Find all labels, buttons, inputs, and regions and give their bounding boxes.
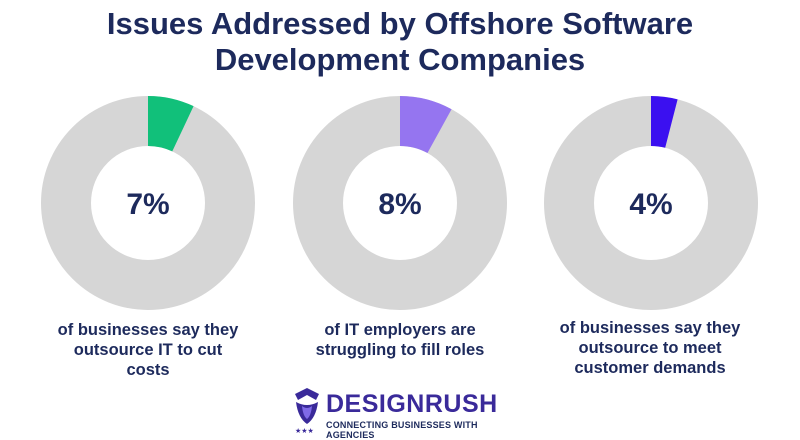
caption-3-line-2: outsource to meet <box>578 339 722 357</box>
brand-tagline: CONNECTING BUSINESSES WITH AGENCIES <box>326 420 478 440</box>
caption-2-line-2: struggling to fill roles <box>315 341 485 359</box>
caption-chart-3: of businesses say they outsource to meet… <box>530 318 770 378</box>
caption-1-line-2: outsource IT to cut <box>73 341 223 359</box>
caption-1-line-1: of businesses say they <box>57 321 239 339</box>
title-line-2: Development Companies <box>214 42 586 77</box>
caption-chart-2: of IT employers are struggling to fill r… <box>280 320 520 360</box>
caption-3-line-3: customer demands <box>574 359 726 377</box>
svg-text:★★★: ★★★ <box>295 427 314 434</box>
designrush-logo: ★★★ DESIGNRUSH CONNECTING BUSINESSES WIT… <box>292 386 522 440</box>
brand-name: DESIGNRUSH <box>326 390 498 418</box>
page-title: Issues Addressed by Offshore Software De… <box>0 6 800 78</box>
donut-value-label-2: 8% <box>378 188 421 221</box>
caption-2-line-1: of IT employers are <box>324 321 476 339</box>
title-line-1: Issues Addressed by Offshore Software <box>106 6 694 41</box>
donut-slice-1 <box>148 96 194 152</box>
donut-slice-3 <box>651 96 678 148</box>
designrush-logo-icon: ★★★ <box>295 388 319 434</box>
caption-chart-1: of businesses say they outsource IT to c… <box>28 320 268 380</box>
donut-value-label-1: 7% <box>126 188 169 221</box>
caption-1-line-3: costs <box>126 361 170 379</box>
donut-value-label-3: 4% <box>629 188 672 221</box>
caption-3-line-1: of businesses say they <box>559 319 741 337</box>
donut-slice-2 <box>400 96 452 154</box>
